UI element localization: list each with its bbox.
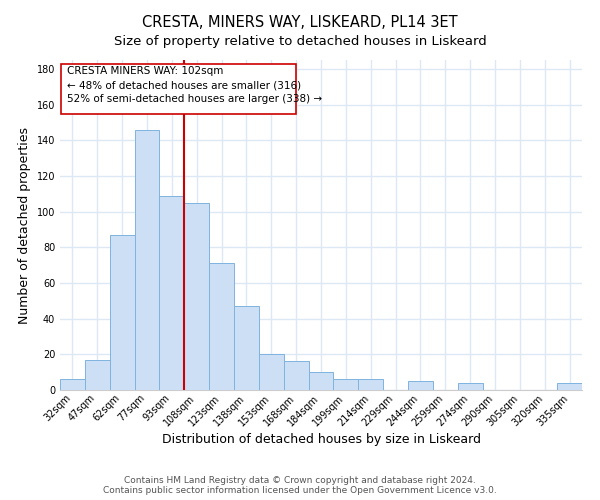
X-axis label: Distribution of detached houses by size in Liskeard: Distribution of detached houses by size … (161, 433, 481, 446)
Bar (60, 380, 85, 390)
Bar (308, 372, 334, 390)
Bar (234, 306, 259, 390)
Bar (85, 360, 110, 390)
Bar (134, 130, 160, 390)
Text: Contains HM Land Registry data © Crown copyright and database right 2024.
Contai: Contains HM Land Registry data © Crown c… (103, 476, 497, 495)
Bar (259, 354, 284, 390)
Bar (334, 380, 358, 390)
Bar (184, 202, 209, 390)
Bar (557, 383, 582, 390)
Text: CRESTA, MINERS WAY, LISKEARD, PL14 3ET: CRESTA, MINERS WAY, LISKEARD, PL14 3ET (142, 15, 458, 30)
Bar (160, 196, 184, 390)
Bar (284, 362, 308, 390)
Bar (110, 235, 134, 390)
Y-axis label: Number of detached properties: Number of detached properties (18, 126, 31, 324)
Text: Size of property relative to detached houses in Liskeard: Size of property relative to detached ho… (113, 35, 487, 48)
Bar (358, 380, 383, 390)
Bar (408, 381, 433, 390)
FancyBboxPatch shape (61, 64, 296, 114)
Bar (458, 383, 482, 390)
Bar (209, 264, 234, 390)
Text: CRESTA MINERS WAY: 102sqm
← 48% of detached houses are smaller (316)
52% of semi: CRESTA MINERS WAY: 102sqm ← 48% of detac… (67, 66, 323, 104)
